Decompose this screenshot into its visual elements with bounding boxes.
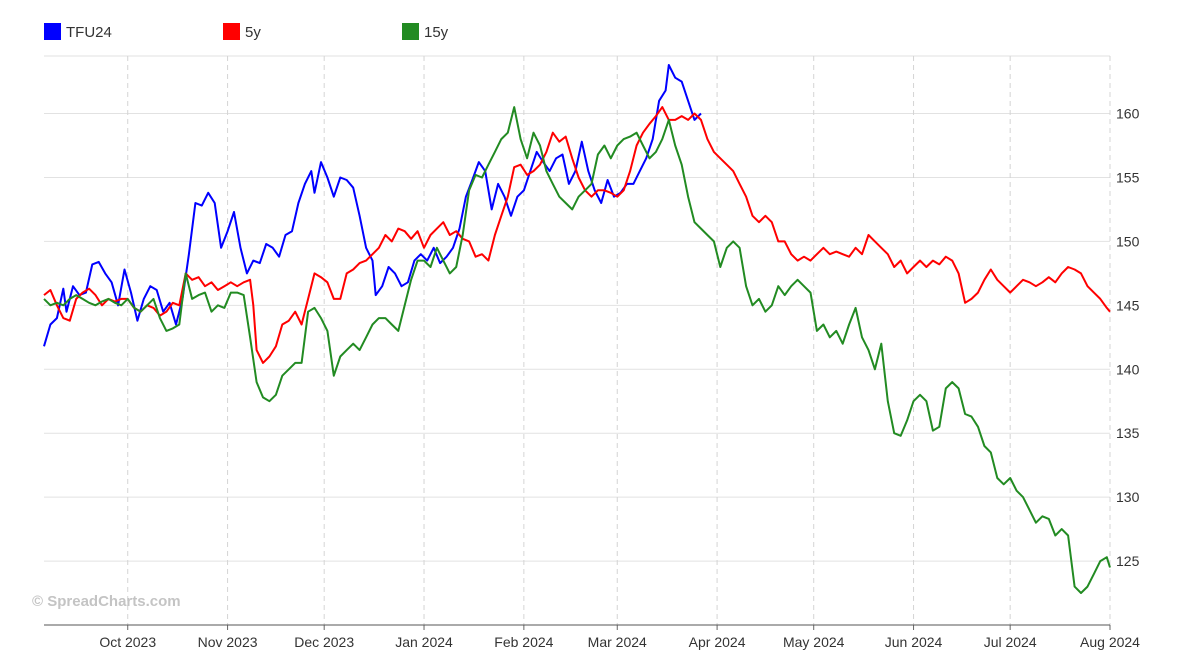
x-tick-label: Aug 2024 bbox=[1080, 634, 1140, 650]
legend: TFU24 5y 15y bbox=[44, 23, 449, 41]
x-tick-label: Dec 2023 bbox=[294, 634, 354, 650]
series-line-15y bbox=[43, 106, 1111, 594]
x-tick-label: Feb 2024 bbox=[494, 634, 553, 650]
x-tick-label: Nov 2023 bbox=[198, 634, 258, 650]
series-line-tfu24 bbox=[43, 64, 702, 347]
y-tick-label: 140 bbox=[1116, 361, 1140, 377]
legend-swatch-15y bbox=[402, 23, 419, 40]
watermark-text: © SpreadCharts.com bbox=[32, 593, 181, 610]
x-tick-label: May 2024 bbox=[783, 634, 845, 650]
y-tick-label: 150 bbox=[1116, 233, 1140, 249]
series-line-5y bbox=[43, 106, 1111, 364]
axes: 125 130 135 140 145 150 155 160 Oct 2023 Nov 2023… bbox=[44, 106, 1140, 650]
y-tick-label: 155 bbox=[1116, 169, 1140, 185]
y-tick-label: 160 bbox=[1116, 106, 1140, 122]
y-tick-label: 135 bbox=[1116, 425, 1140, 441]
x-tick-label: Oct 2023 bbox=[99, 634, 156, 650]
grid bbox=[44, 55, 1111, 625]
legend-swatch-5y bbox=[223, 23, 240, 40]
x-tick-label: Apr 2024 bbox=[689, 634, 746, 650]
legend-label-5y: 5y bbox=[245, 24, 261, 41]
y-tick-label: 145 bbox=[1116, 297, 1140, 313]
series-lines bbox=[43, 64, 1111, 594]
x-tick-label: Mar 2024 bbox=[588, 634, 647, 650]
x-tick-label: Jan 2024 bbox=[395, 634, 453, 650]
legend-label-15y: 15y bbox=[424, 24, 449, 41]
legend-label-tfu24: TFU24 bbox=[66, 24, 112, 41]
legend-swatch-tfu24 bbox=[44, 23, 61, 40]
y-tick-label: 125 bbox=[1116, 553, 1140, 569]
x-tick-label: Jun 2024 bbox=[885, 634, 943, 650]
y-tick-label: 130 bbox=[1116, 489, 1140, 505]
x-tick-label: Jul 2024 bbox=[984, 634, 1037, 650]
